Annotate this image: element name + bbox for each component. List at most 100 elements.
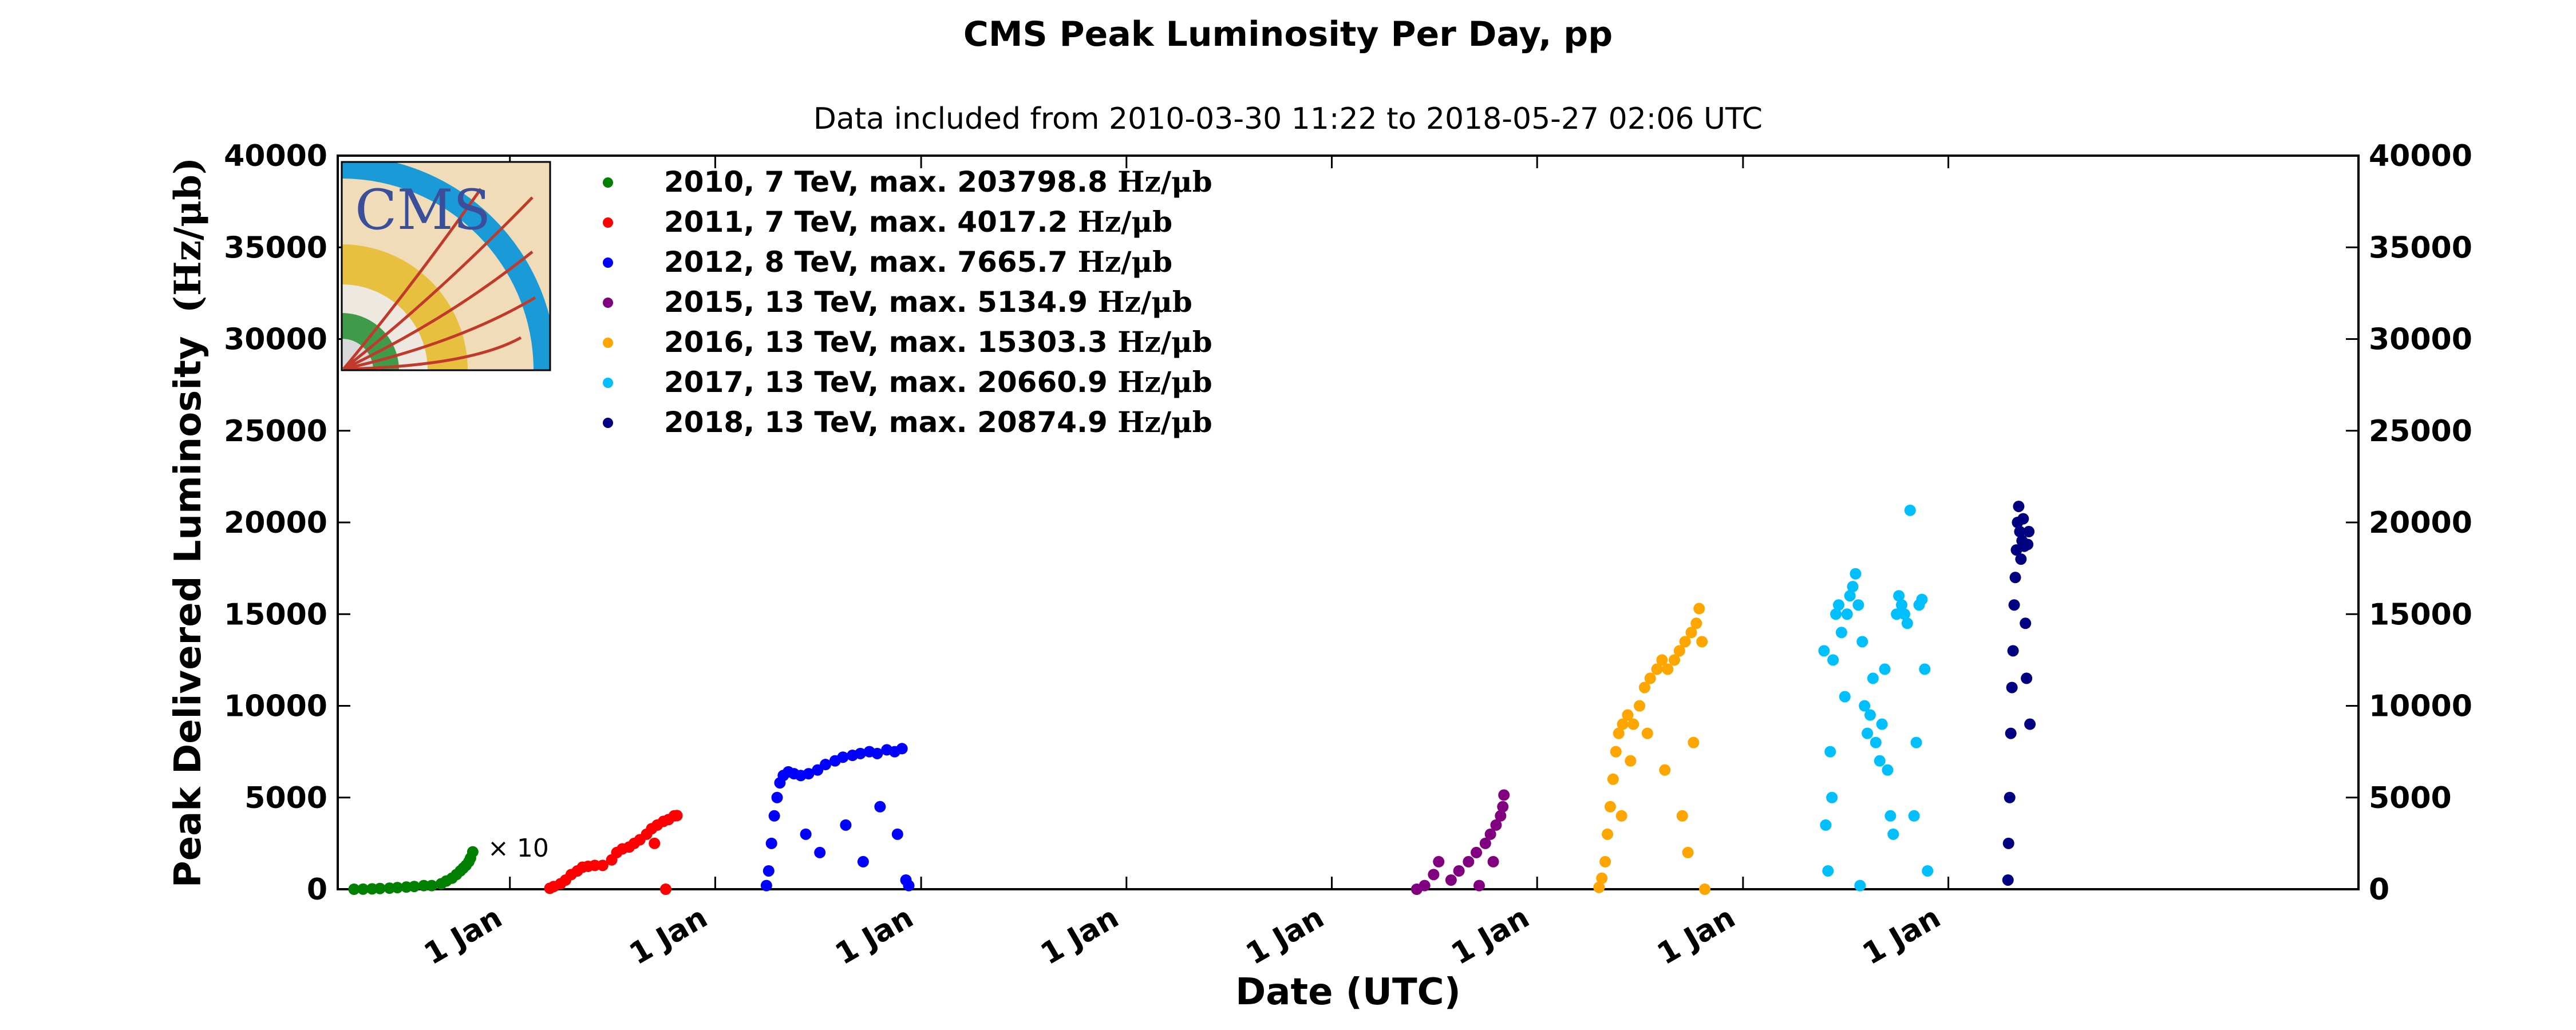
y-tick-label-right: 30000	[2369, 323, 2472, 357]
data-point	[1607, 773, 1619, 785]
legend-label-unit: Hz/μb	[1117, 325, 1212, 359]
x-tick-label: 1 Jan	[418, 900, 508, 972]
data-point	[1898, 608, 1910, 620]
data-point	[596, 859, 609, 871]
data-point	[348, 884, 360, 895]
legend-marker	[603, 298, 613, 308]
legend-label: 2011, 7 TeV, max. 4017.2 Hz/μb	[664, 205, 1172, 239]
data-point	[649, 837, 661, 849]
data-point	[874, 801, 886, 813]
legend-label: 2012, 8 TeV, max. 7665.7 Hz/μb	[664, 245, 1172, 279]
legend-label-unit: Hz/μb	[1097, 285, 1192, 319]
legend-label: 2017, 13 TeV, max. 20660.9 Hz/μb	[664, 365, 1212, 399]
data-point	[2024, 718, 2036, 730]
data-point	[1856, 636, 1868, 648]
data-point	[1668, 654, 1680, 666]
data-point	[1463, 855, 1475, 867]
data-point	[467, 846, 479, 858]
data-point	[671, 810, 683, 822]
data-point	[1651, 663, 1663, 675]
data-point	[2007, 645, 2019, 657]
data-point	[1641, 727, 1653, 739]
data-point	[1896, 599, 1908, 611]
data-point	[374, 882, 386, 894]
data-points	[348, 500, 2036, 895]
legend-label-text: 2011, 7 TeV, max. 4017.2	[664, 205, 1078, 239]
data-point	[1847, 581, 1859, 593]
data-point	[2009, 572, 2021, 584]
data-point	[1852, 599, 1864, 611]
data-point	[1830, 608, 1842, 620]
data-point	[1693, 603, 1705, 615]
data-point	[1484, 828, 1496, 840]
data-point	[1498, 789, 1510, 801]
y-tick-label-right: 10000	[2369, 690, 2472, 724]
y-tick-label-left: 20000	[224, 506, 327, 540]
data-point	[1662, 663, 1674, 675]
data-point	[659, 884, 671, 895]
data-point	[589, 859, 601, 871]
data-point	[1904, 504, 1916, 516]
legend-label: 2010, 7 TeV, max. 203798.8 Hz/μb	[664, 165, 1212, 199]
data-point	[1634, 700, 1646, 712]
cms-logo: CMS	[341, 161, 551, 371]
x-tick-label: 1 Jan	[1445, 900, 1535, 972]
legend-label-text: 2017, 13 TeV, max. 20660.9	[664, 366, 1117, 399]
legend-marker	[603, 217, 613, 228]
data-point	[2020, 617, 2032, 629]
data-point	[2002, 837, 2014, 849]
data-point	[2021, 672, 2033, 684]
x-ticks: 1 Jan 1 Jan 1 Jan 1 Jan 1 Jan 1 Jan 1 Jan 1 Jan	[418, 156, 1950, 972]
plot-frame	[337, 154, 2360, 890]
data-point	[1835, 627, 1847, 639]
data-point	[1679, 636, 1691, 648]
data-point	[857, 855, 869, 867]
chart-subtitle: Data included from 2010-03-30 11:22 to 2…	[813, 102, 1763, 136]
data-point	[1682, 846, 1694, 858]
data-point	[1690, 617, 1702, 629]
x-tick-label: 1 Jan	[1652, 900, 1741, 972]
y-tick-label-left: 35000	[224, 231, 327, 265]
legend-label: 2018, 13 TeV, max. 20874.9 Hz/μb	[664, 405, 1212, 439]
data-point	[765, 837, 777, 849]
data-point	[1832, 599, 1844, 611]
data-point	[1827, 654, 1839, 666]
y-tick-label-left: 5000	[244, 781, 327, 815]
data-point	[803, 768, 815, 780]
data-point	[1818, 645, 1830, 657]
data-point	[1884, 810, 1897, 822]
x-tick-label: 1 Jan	[1240, 900, 1330, 972]
data-point	[1910, 736, 1922, 748]
data-point	[1644, 672, 1656, 684]
legend: 2010, 7 TeV, max. 203798.8 Hz/μb 2011, 7 …	[603, 165, 1212, 439]
data-point	[1638, 682, 1650, 694]
data-point	[1850, 568, 1862, 580]
data-point	[1593, 881, 1605, 893]
data-point	[896, 743, 908, 755]
data-point	[1688, 736, 1700, 748]
y-ticks: 0 0 5000 5000 10000 10000 15000 15000 20000 20000…	[224, 139, 2472, 907]
data-point	[1822, 865, 1834, 877]
data-point	[1854, 880, 1866, 892]
data-point	[2015, 553, 2027, 565]
data-point	[1627, 718, 1639, 730]
legend-label: 2015, 13 TeV, max. 5134.9 Hz/μb	[664, 285, 1192, 319]
data-point	[2008, 599, 2020, 611]
data-point	[1864, 709, 1876, 721]
legend-marker	[603, 338, 613, 348]
data-point	[1862, 727, 1874, 739]
legend-label-unit: Hz/μb	[1117, 405, 1212, 439]
y-tick-label-right: 40000	[2369, 139, 2472, 173]
series-4	[1593, 603, 1711, 895]
data-point	[1882, 764, 1894, 776]
legend-marker	[603, 418, 613, 428]
legend-label-text: 2015, 13 TeV, max. 5134.9	[664, 286, 1097, 319]
legend-label-unit: Hz/μb	[1117, 365, 1212, 399]
y-tick-label-left: 10000	[224, 690, 327, 724]
data-point	[1419, 880, 1431, 892]
data-point	[408, 881, 420, 893]
y-tick-label-left: 0	[307, 873, 327, 907]
legend-label-unit: Hz/μb	[1078, 245, 1172, 279]
legend-marker	[603, 177, 613, 188]
